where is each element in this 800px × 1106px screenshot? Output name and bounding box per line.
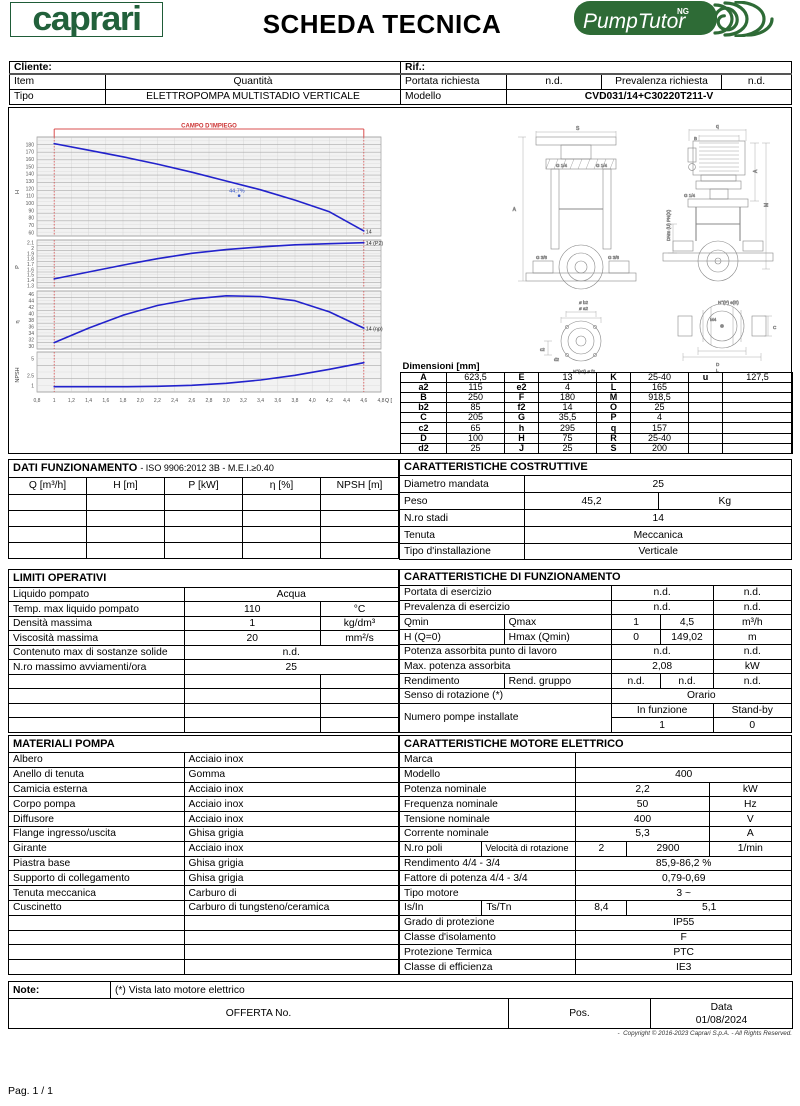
svg-text:2,0: 2,0: [137, 398, 144, 404]
svg-text:160: 160: [26, 157, 35, 163]
svg-text:1.6: 1.6: [27, 267, 34, 273]
svg-text:5: 5: [31, 357, 34, 363]
svg-text:B: B: [694, 136, 697, 141]
svg-text:P: P: [15, 265, 21, 269]
svg-text:1,6: 1,6: [102, 398, 109, 404]
svg-text:140: 140: [26, 172, 35, 178]
svg-text:NPSH: NPSH: [15, 367, 21, 382]
svg-text:2.5: 2.5: [27, 373, 34, 379]
svg-text:S: S: [576, 126, 580, 132]
svg-text:DNm (U) PN(X): DNm (U) PN(X): [666, 209, 671, 241]
svg-text:G 1/4: G 1/4: [596, 163, 608, 168]
svg-text:36: 36: [28, 324, 34, 330]
svg-text:1.9: 1.9: [27, 251, 34, 257]
svg-text:1: 1: [31, 383, 34, 389]
svg-text:80: 80: [28, 216, 34, 222]
svg-text:1,4: 1,4: [85, 398, 92, 404]
svg-text:34: 34: [28, 331, 34, 337]
svg-text:44: 44: [28, 299, 34, 305]
svg-text:2,2: 2,2: [154, 398, 161, 404]
svg-text:M4: M4: [710, 317, 717, 322]
svg-text:G 3/8: G 3/8: [536, 255, 548, 260]
svg-text:130: 130: [26, 179, 35, 185]
svg-text:32: 32: [28, 337, 34, 343]
svg-text:η: η: [15, 320, 21, 323]
svg-text:q: q: [716, 124, 719, 130]
svg-text:PumpTutor: PumpTutor: [583, 10, 686, 33]
svg-text:2,4: 2,4: [171, 398, 178, 404]
svg-text:100: 100: [26, 201, 35, 207]
svg-text:170: 170: [26, 150, 35, 156]
svg-text:H: H: [15, 190, 21, 194]
svg-text:NG: NG: [677, 7, 689, 16]
svg-text:4,0: 4,0: [309, 398, 316, 404]
svg-text:3,2: 3,2: [240, 398, 247, 404]
svg-text:G 1/4: G 1/4: [684, 193, 696, 198]
svg-text:2,8: 2,8: [206, 398, 213, 404]
svg-text:ø b2: ø b2: [579, 300, 589, 305]
svg-text:2.1: 2.1: [27, 241, 34, 247]
svg-text:4,4: 4,4: [343, 398, 350, 404]
svg-text:180: 180: [26, 142, 35, 148]
svg-text:70: 70: [28, 223, 34, 229]
svg-text:150: 150: [26, 164, 35, 170]
svg-text:M: M: [764, 203, 770, 207]
svg-text:110: 110: [26, 194, 34, 200]
svg-text:Q [m³/h]: Q [m³/h]: [385, 398, 392, 404]
svg-text:N°(P) e(E): N°(P) e(E): [718, 300, 739, 305]
svg-text:G 3/8: G 3/8: [608, 255, 620, 260]
svg-text:1.3: 1.3: [27, 283, 34, 289]
svg-text:1,2: 1,2: [68, 398, 75, 404]
svg-text:40: 40: [28, 312, 34, 318]
svg-text:A: A: [753, 169, 759, 173]
svg-text:60: 60: [28, 230, 34, 236]
svg-text:14 (P2): 14 (P2): [366, 241, 384, 247]
svg-text:3,4: 3,4: [257, 398, 264, 404]
svg-text:1.4: 1.4: [27, 278, 34, 284]
svg-text:2,6: 2,6: [188, 398, 195, 404]
svg-text:46: 46: [28, 292, 34, 298]
svg-text:30: 30: [28, 344, 34, 350]
svg-text:120: 120: [26, 186, 35, 192]
svg-text:1.5: 1.5: [27, 273, 34, 279]
svg-text:1: 1: [53, 398, 56, 404]
svg-text:3,6: 3,6: [274, 398, 281, 404]
svg-text:A: A: [513, 207, 517, 213]
svg-text:CAMPO D’IMPIEGO: CAMPO D’IMPIEGO: [181, 124, 237, 130]
svg-text:1.8: 1.8: [27, 257, 34, 263]
svg-text:14: 14: [366, 229, 372, 235]
svg-text:c2: c2: [540, 347, 545, 352]
svg-text:4,8: 4,8: [378, 398, 385, 404]
svg-text:90: 90: [28, 208, 34, 214]
svg-text:ø a2: ø a2: [579, 306, 589, 311]
svg-text:44,7%: 44,7%: [229, 189, 245, 195]
svg-text:4,2: 4,2: [326, 398, 333, 404]
svg-text:4,6: 4,6: [360, 398, 367, 404]
svg-text:1,8: 1,8: [120, 398, 127, 404]
svg-text:C: C: [773, 325, 777, 330]
svg-text:42: 42: [28, 305, 34, 311]
svg-text:G 1/4: G 1/4: [556, 163, 568, 168]
svg-text:3,0: 3,0: [223, 398, 230, 404]
svg-text:0,8: 0,8: [34, 398, 41, 404]
svg-text:2: 2: [31, 246, 34, 252]
svg-text:3,8: 3,8: [292, 398, 299, 404]
svg-text:14 (ηp): 14 (ηp): [366, 327, 383, 333]
svg-text:1.7: 1.7: [27, 262, 34, 268]
svg-text:38: 38: [28, 318, 34, 324]
